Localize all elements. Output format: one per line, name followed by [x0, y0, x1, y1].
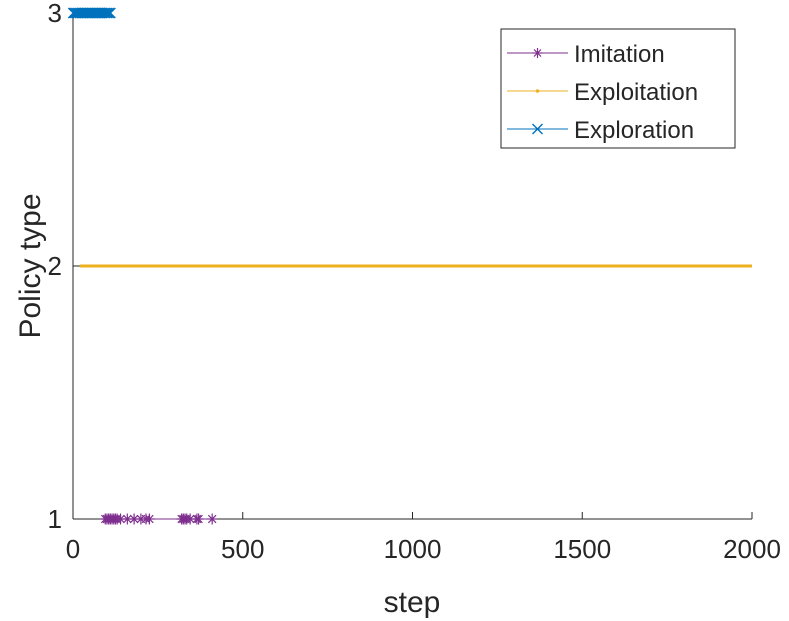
x-tick-label: 2000: [723, 534, 781, 564]
legend-label: Imitation: [574, 41, 665, 68]
legend-item-exploitation: Exploitation: [507, 79, 698, 106]
x-tick-label: 1000: [384, 534, 442, 564]
imitation-point: [206, 513, 218, 525]
legend-item-exploration: Exploration: [507, 117, 694, 144]
exploration-series: [67, 7, 116, 19]
exploration-point: [103, 7, 115, 19]
y-tick-label: 2: [48, 251, 62, 281]
y-tick-label: 1: [48, 504, 62, 534]
legend-marker: [532, 48, 543, 58]
x-tick-label: 0: [66, 534, 80, 564]
plot-series: [67, 7, 752, 525]
y-axis-label: Policy type: [14, 193, 47, 338]
y-tick-label: 3: [48, 0, 62, 28]
imitation-point: [115, 513, 127, 525]
legend-box: [500, 28, 736, 149]
imitation-series: [99, 513, 218, 525]
imitation-point: [143, 513, 155, 525]
imitation-point: [193, 513, 205, 525]
legend-item-imitation: Imitation: [507, 41, 665, 68]
legend: Imitation Exploitation Exploration: [500, 28, 736, 149]
legend-label: Exploitation: [574, 79, 698, 106]
x-axis-label: step: [384, 586, 441, 619]
exploration-point: [99, 7, 111, 19]
legend-marker: [532, 123, 543, 135]
legend-marker: [535, 89, 540, 93]
x-tick-label: 500: [221, 534, 264, 564]
exploration-point: [104, 7, 116, 19]
x-tick-label: 1500: [553, 534, 611, 564]
legend-label: Exploration: [574, 117, 694, 144]
exploration-point: [101, 7, 113, 19]
tick-labels: 0 500 1000 1500 2000 1 2 3: [48, 0, 781, 564]
